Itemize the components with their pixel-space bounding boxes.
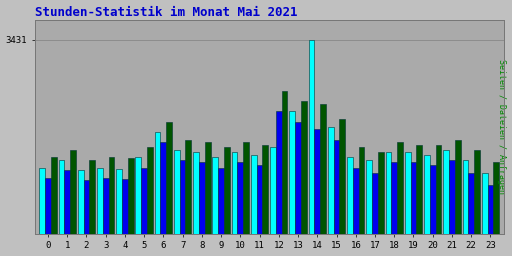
Bar [455,140,461,256]
Bar [334,140,339,256]
Bar [411,163,416,256]
Bar [243,142,249,256]
Bar [405,152,411,256]
Bar [449,160,455,256]
Bar [238,163,243,256]
Bar [199,163,205,256]
Bar [83,180,89,256]
Bar [251,155,257,256]
Bar [97,167,103,256]
Bar [141,167,147,256]
Bar [257,165,263,256]
Bar [193,152,199,256]
Bar [493,163,499,256]
Bar [109,157,114,256]
Bar [70,150,76,256]
Bar [436,145,441,256]
Bar [78,170,83,256]
Bar [353,167,358,256]
Bar [320,104,326,256]
Bar [51,157,57,256]
Y-axis label: Seiten / Dateien / Anfragen: Seiten / Dateien / Anfragen [498,59,506,194]
Bar [185,140,191,256]
Bar [358,147,365,256]
Bar [160,142,166,256]
Bar [372,173,378,256]
Bar [276,111,282,256]
Bar [378,152,383,256]
Bar [487,185,493,256]
Bar [39,167,45,256]
Bar [174,150,180,256]
Bar [136,157,141,256]
Bar [366,160,372,256]
Bar [212,157,218,256]
Bar [263,145,268,256]
Bar [282,91,287,256]
Bar [116,168,122,256]
Bar [65,170,70,256]
Bar [424,155,430,256]
Bar [58,160,65,256]
Bar [391,163,397,256]
Bar [231,152,238,256]
Bar [474,150,480,256]
Bar [328,127,334,256]
Text: Stunden-Statistik im Monat Mai 2021: Stunden-Statistik im Monat Mai 2021 [35,6,297,18]
Bar [89,160,95,256]
Bar [416,145,422,256]
Bar [128,158,134,256]
Bar [205,142,210,256]
Bar [180,160,185,256]
Bar [147,147,153,256]
Bar [166,122,172,256]
Bar [462,160,468,256]
Bar [386,152,391,256]
Bar [314,129,320,256]
Bar [301,101,307,256]
Bar [309,40,314,256]
Bar [397,142,403,256]
Bar [122,179,128,256]
Bar [289,111,295,256]
Bar [339,119,345,256]
Bar [103,178,109,256]
Bar [295,122,301,256]
Bar [155,132,160,256]
Bar [270,147,276,256]
Bar [430,165,436,256]
Bar [224,147,230,256]
Bar [482,173,487,256]
Bar [45,178,51,256]
Bar [347,157,353,256]
Bar [443,150,449,256]
Bar [468,173,474,256]
Bar [218,167,224,256]
